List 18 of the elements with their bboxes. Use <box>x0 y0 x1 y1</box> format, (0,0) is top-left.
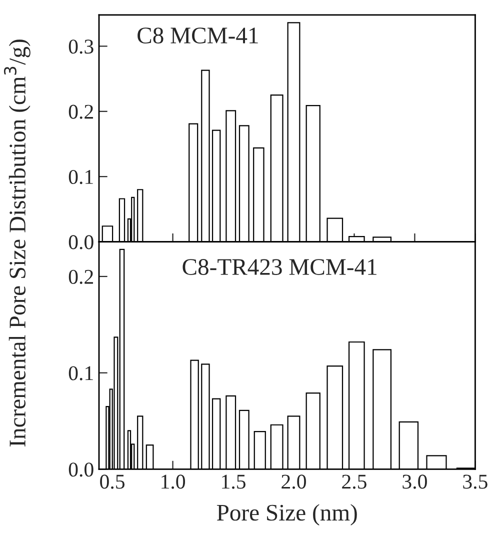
x-tick-label: 1.0 <box>162 474 186 489</box>
x-tick-label: 1.5 <box>222 474 246 489</box>
y-tick-label: 0.0 <box>68 235 94 250</box>
y-tick-label: 0.1 <box>68 170 93 184</box>
annotation: C8-TR423 MCM-41 <box>182 259 376 275</box>
y-axis-title: Incremental Pore Size Distribution (cm$^{3}$/g) <box>4 40 30 446</box>
x-tick-label: 2.5 <box>342 474 366 489</box>
x-axis-title: Pore Size (nm) <box>216 504 357 526</box>
y-tick-label: 0.2 <box>68 104 93 119</box>
y-tick-label: 0.3 <box>68 40 94 54</box>
x-tick-label: 0.5 <box>100 474 125 489</box>
x-tick-label: 3.0 <box>402 474 427 489</box>
annotation: C8 MCM-41 <box>138 28 258 44</box>
x-tick-label: 2.0 <box>282 474 306 489</box>
y-tick-label: 0.2 <box>68 270 93 284</box>
y-tick-label: 0.0 <box>68 462 94 477</box>
x-tick-label: 3.5 <box>463 474 488 489</box>
y-tick-label: 0.1 <box>68 366 93 380</box>
